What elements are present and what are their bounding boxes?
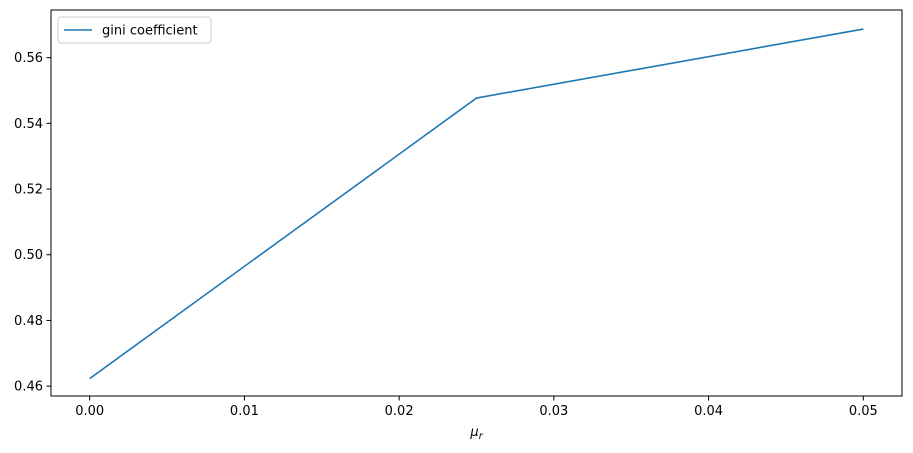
- x-tick-label: 0.00: [75, 404, 104, 419]
- y-tick-label: 0.52: [14, 183, 43, 198]
- x-tick-label: 0.05: [849, 404, 878, 419]
- x-tick-label: 0.03: [539, 404, 568, 419]
- series-line: [90, 29, 864, 379]
- y-tick-label: 0.50: [14, 248, 43, 263]
- x-tick-label: 0.01: [230, 404, 259, 419]
- y-tick-label: 0.54: [14, 117, 43, 132]
- plot-frame: [51, 10, 902, 396]
- y-tick-label: 0.56: [14, 51, 43, 66]
- y-tick-label: 0.46: [14, 380, 43, 395]
- x-tick-label: 0.02: [385, 404, 414, 419]
- legend-label: gini coefficient: [102, 24, 198, 39]
- x-axis-label: μr: [469, 425, 483, 442]
- x-tick-label: 0.04: [694, 404, 723, 419]
- y-tick-label: 0.48: [14, 314, 43, 329]
